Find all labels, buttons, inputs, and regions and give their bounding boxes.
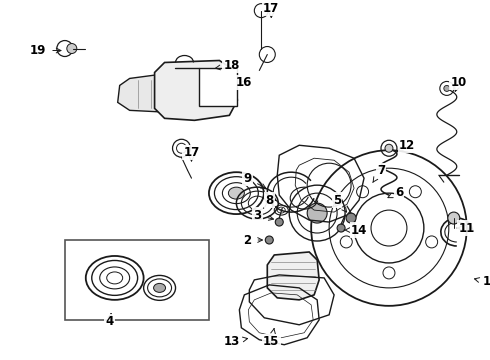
Bar [199,68,237,106]
Text: 1: 1 [474,275,490,288]
Circle shape [346,213,356,223]
Text: 12: 12 [397,139,415,152]
Circle shape [265,236,273,244]
Text: 15: 15 [263,328,279,348]
Text: 17: 17 [263,2,279,18]
Text: 8: 8 [265,194,275,207]
Polygon shape [267,252,319,300]
Text: 9: 9 [243,172,266,188]
Polygon shape [118,72,190,112]
Text: 17: 17 [183,146,199,161]
Text: 16: 16 [236,76,252,89]
Ellipse shape [228,187,245,199]
Text: 2: 2 [243,234,263,247]
Text: 5: 5 [333,194,346,212]
Bar [65,240,209,320]
Text: 7: 7 [373,164,385,183]
Text: 6: 6 [388,186,403,199]
Circle shape [385,144,393,152]
Circle shape [67,44,77,54]
Text: 14: 14 [344,224,367,237]
Ellipse shape [153,283,166,292]
Text: 11: 11 [457,221,475,235]
Text: 18: 18 [216,59,240,72]
Text: 10: 10 [451,76,467,91]
Text: 13: 13 [223,335,247,348]
Circle shape [275,218,283,226]
Text: 4: 4 [105,314,114,328]
Circle shape [444,85,450,91]
Circle shape [337,224,345,232]
Circle shape [448,212,460,224]
Polygon shape [154,60,237,120]
Text: 3: 3 [253,208,273,221]
Text: 19: 19 [30,44,61,57]
Circle shape [307,203,327,223]
